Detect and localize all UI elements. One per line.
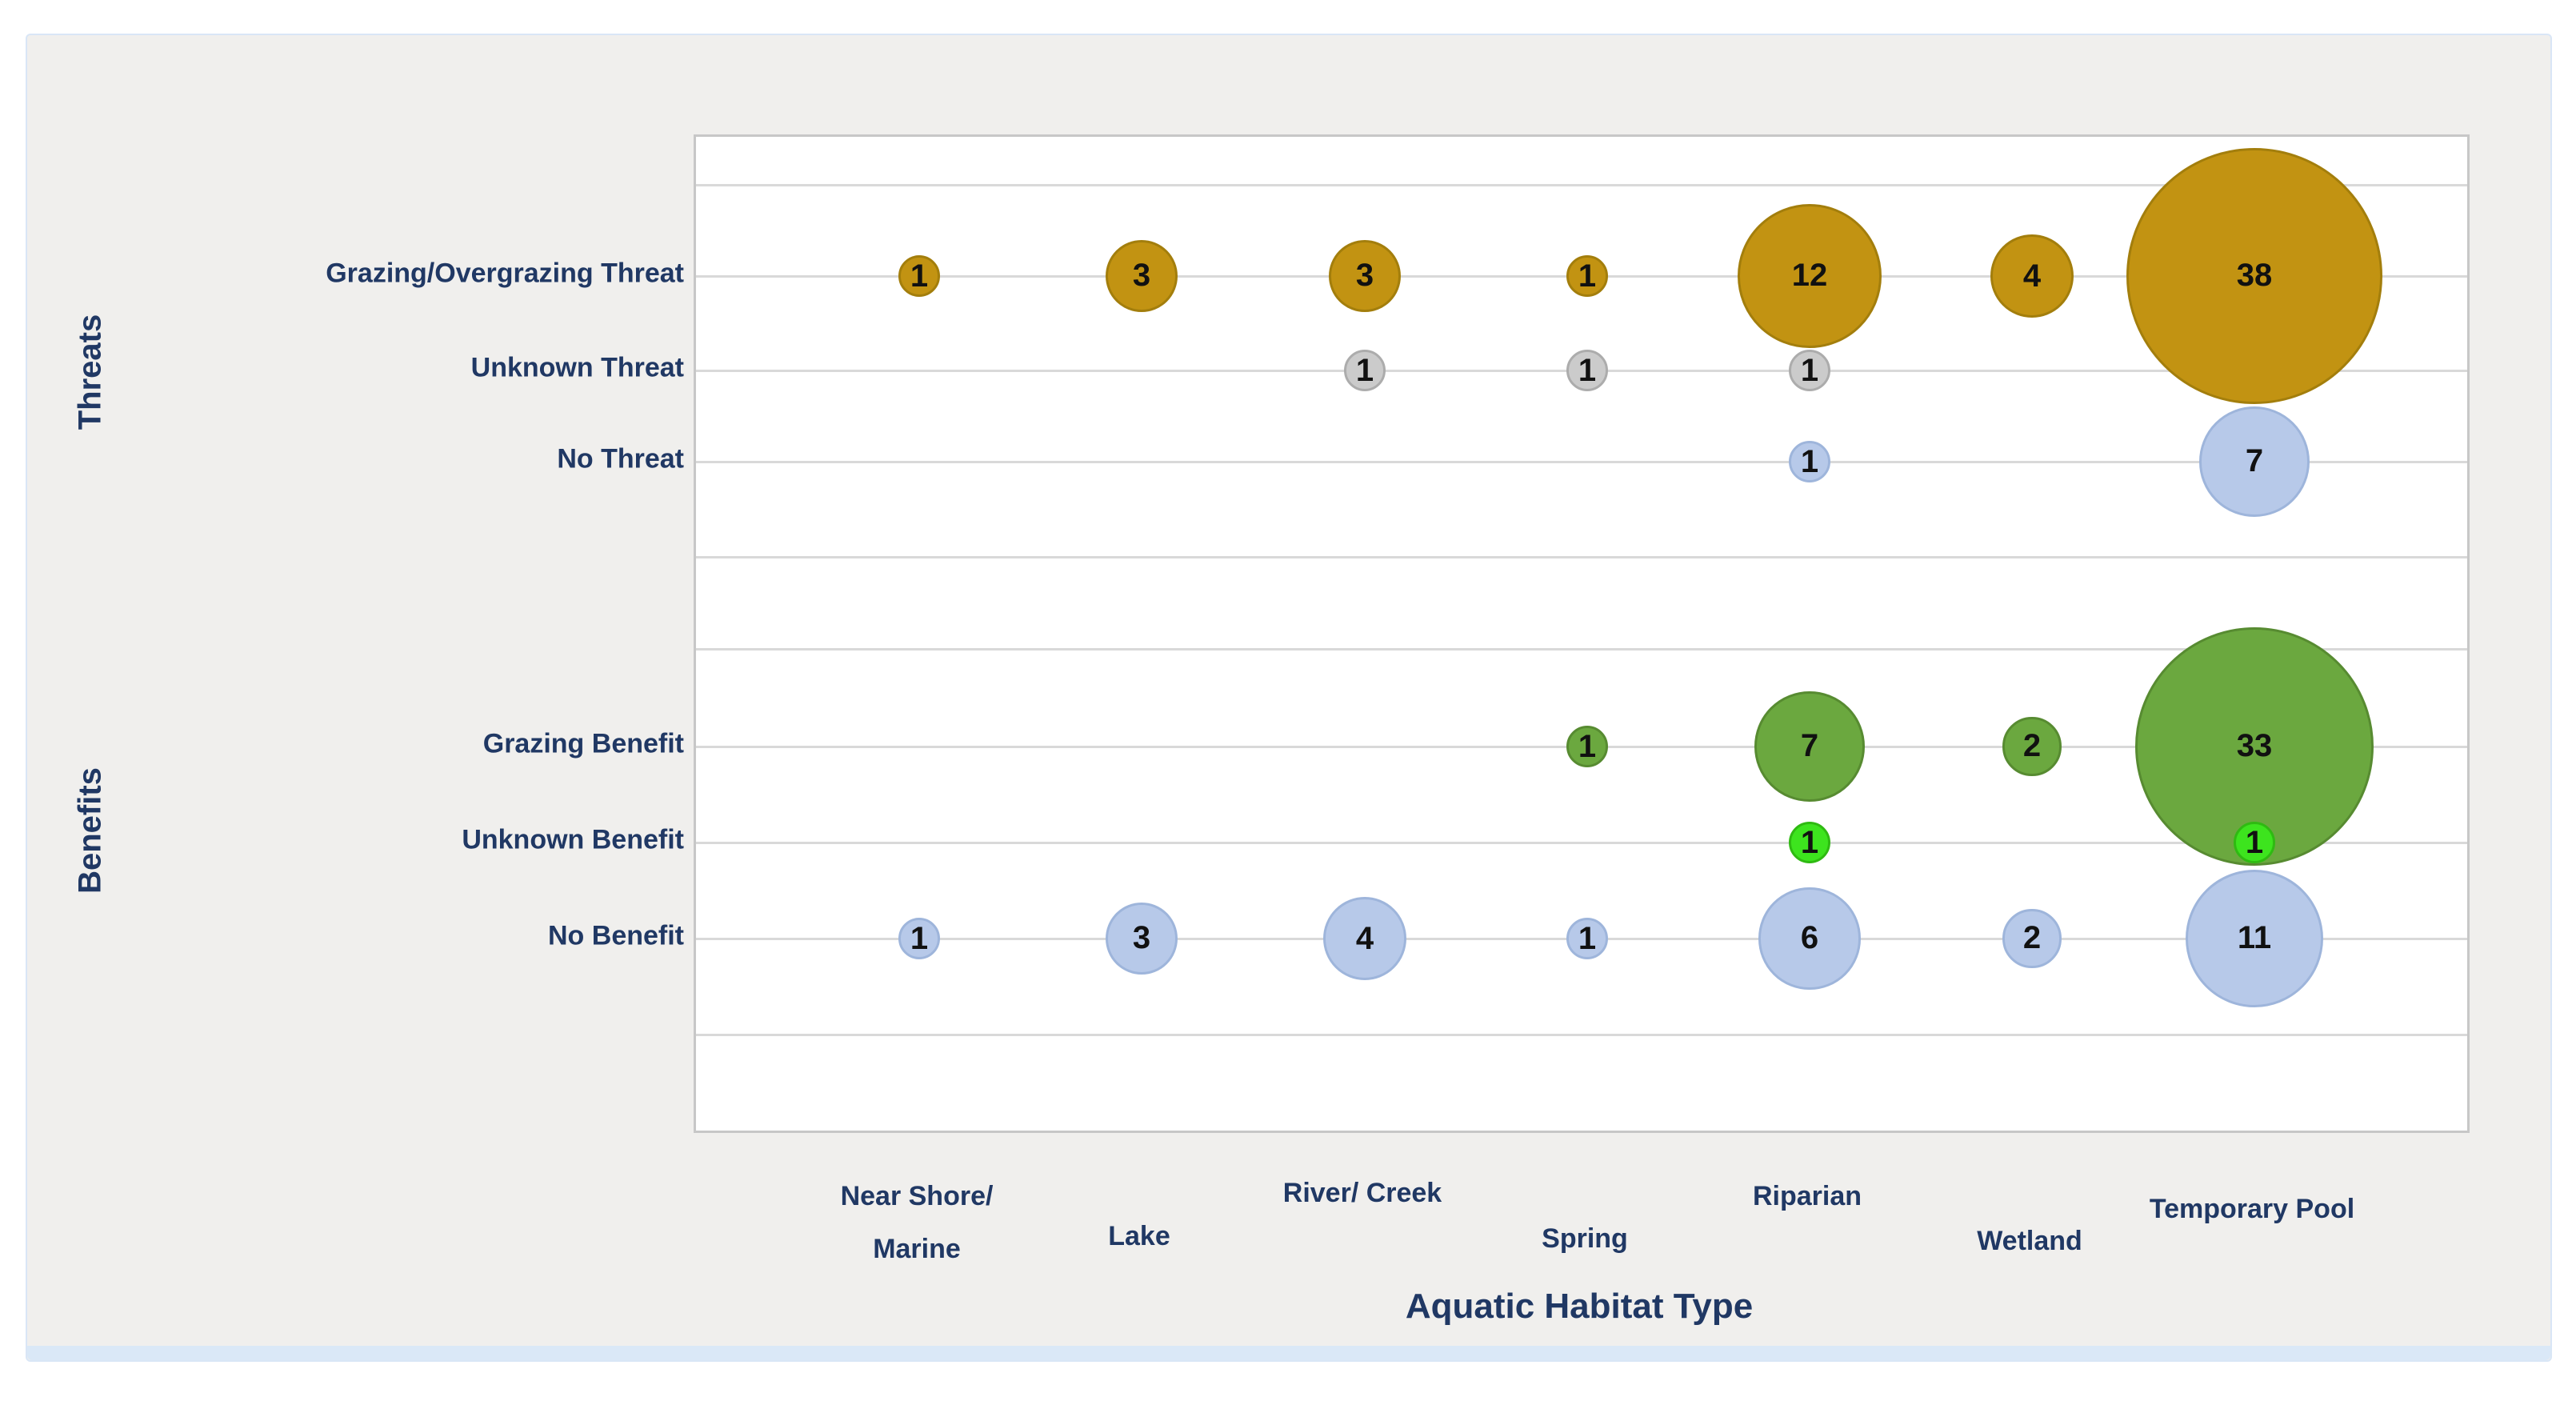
bubble-datapoint: 2: [2002, 909, 2062, 968]
bubble-value-label: 1: [1578, 352, 1597, 388]
x-category-label-line: Riparian: [1752, 1181, 1862, 1211]
x-category-label: River/ Creek: [1283, 1167, 1442, 1219]
bubble-value-label: 1: [1800, 443, 1819, 479]
bubble-value-label: 1: [1578, 920, 1597, 956]
bubble-value-label: 12: [1791, 258, 1828, 294]
bubble-value-label: 7: [1800, 728, 1819, 764]
bubble-datapoint: 1: [898, 255, 940, 297]
bubble-value-label: 1: [1578, 258, 1597, 294]
bubble-value-label: 1: [910, 920, 929, 956]
bubble-value-label: 4: [1355, 920, 1374, 956]
bubble-value-label: 1: [910, 258, 929, 294]
bubble-datapoint: 11: [2185, 869, 2324, 1008]
bubble-datapoint: 1: [1789, 441, 1830, 482]
bubble-datapoint: 1: [1344, 350, 1386, 391]
y-category-label: Grazing/Overgrazing Threat: [326, 258, 684, 289]
x-category-label: Riparian: [1753, 1170, 1862, 1223]
bubble-value-label: 2: [2022, 920, 2042, 956]
gridline: [696, 842, 2467, 844]
bubble-datapoint: 1: [1566, 726, 1608, 767]
x-category-label-line: Spring: [1542, 1223, 1628, 1254]
panel-bottom-strip: [27, 1346, 2550, 1360]
bubble-datapoint: 33: [2134, 626, 2374, 867]
bubble-value-label: 1: [1800, 824, 1819, 860]
gridline: [696, 648, 2467, 650]
bubble-datapoint: 1: [2234, 822, 2275, 863]
bubble-value-label: 38: [2236, 258, 2273, 294]
bubble-value-label: 7: [2245, 443, 2264, 479]
bubble-value-label: 3: [1132, 920, 1151, 956]
bubble-datapoint: 2: [2002, 717, 2062, 776]
x-category-label: Spring: [1542, 1212, 1628, 1265]
gridline: [696, 461, 2467, 463]
x-category-label: Lake: [1108, 1210, 1170, 1263]
gridline: [696, 1034, 2467, 1036]
x-category-label-line: River/ Creek: [1282, 1178, 1442, 1208]
bubble-value-label: 3: [1132, 258, 1151, 294]
y-category-label: Grazing Benefit: [482, 728, 684, 759]
bubble-datapoint: 1: [1566, 255, 1608, 297]
plot-area: 38 33 12 11 7 7 6 4 4 3 3 3 2 2 1 1 1 1 1 1 1 1 1 1 1: [694, 134, 2470, 1133]
bubble-value-label: 6: [1800, 920, 1819, 956]
x-category-label-line: Near Shore/: [840, 1181, 994, 1211]
y-category-label: No Threat: [557, 443, 684, 474]
bubble-datapoint: 38: [2126, 147, 2383, 405]
bubble-datapoint: 4: [1990, 234, 2074, 318]
x-category-label: Temporary Pool: [2150, 1183, 2354, 1235]
bubble-datapoint: 1: [1789, 822, 1830, 863]
bubble-datapoint: 4: [1323, 897, 1406, 980]
bubble-datapoint: 6: [1758, 887, 1861, 990]
x-category-label-line: Lake: [1108, 1221, 1170, 1251]
y-axis-group-label-threats: Threats: [72, 314, 108, 430]
bubble-datapoint: 1: [898, 918, 940, 959]
x-category-label-line: Wetland: [1977, 1226, 2082, 1256]
bubble-datapoint: 3: [1105, 239, 1178, 313]
bubble-datapoint: 3: [1105, 902, 1178, 975]
bubble-datapoint: 1: [1566, 918, 1608, 959]
bubble-value-label: 4: [2022, 258, 2042, 294]
bubble-value-label: 33: [2236, 728, 2273, 764]
bubble-datapoint: 7: [2199, 406, 2310, 517]
bubble-datapoint: 7: [1754, 691, 1865, 802]
gridline: [696, 184, 2467, 186]
y-axis-group-label-benefits: Benefits: [72, 767, 108, 894]
x-category-label: Wetland: [1977, 1215, 2082, 1267]
x-category-label: Near Shore/Marine: [841, 1170, 994, 1275]
bubble-value-label: 2: [2022, 728, 2042, 764]
x-category-label-line: Temporary Pool: [2149, 1194, 2355, 1224]
x-axis-title: Aquatic Habitat Type: [1405, 1287, 1754, 1326]
bubble-datapoint: 3: [1328, 239, 1402, 313]
y-category-label: Unknown Threat: [470, 352, 684, 383]
gridline: [696, 556, 2467, 558]
bubble-value-label: 1: [1355, 352, 1374, 388]
bubble-value-label: 1: [1578, 728, 1597, 764]
bubble-datapoint: 1: [1789, 350, 1830, 391]
y-category-label: No Benefit: [548, 920, 684, 951]
bubble-value-label: 1: [1800, 352, 1819, 388]
bubble-value-label: 1: [2245, 824, 2264, 860]
bubble-value-label: 11: [2237, 920, 2272, 956]
bubble-datapoint: 1: [1566, 350, 1608, 391]
x-category-label-line: Marine: [873, 1234, 961, 1264]
y-category-label: Unknown Benefit: [462, 824, 684, 855]
bubble-value-label: 3: [1355, 258, 1374, 294]
bubble-datapoint: 12: [1737, 203, 1882, 349]
